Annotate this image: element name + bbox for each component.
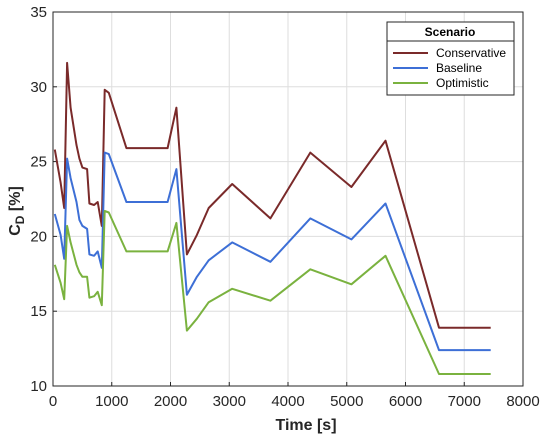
y-tick-label: 30 (30, 79, 47, 96)
y-axis-tick-labels: 10 15 20 25 30 35 (30, 4, 47, 395)
legend-label-baseline: Baseline (436, 61, 482, 75)
series-lines (53, 61, 491, 375)
y-tick-label: 10 (30, 378, 47, 395)
x-tick-label: 0 (49, 393, 57, 410)
series-line-conservative (53, 61, 491, 329)
legend-title: Scenario (425, 25, 476, 39)
plot-area-frame (52, 11, 524, 387)
y-axis-title-unit: [%] (7, 186, 24, 215)
x-axis-tick-labels: 0 1000 2000 3000 4000 5000 6000 7000 8000 (49, 393, 540, 410)
y-axis-title: CD [%] (7, 186, 27, 236)
series-line-baseline (53, 151, 491, 352)
x-axis-title: Time [s] (275, 417, 336, 434)
y-tick-label: 25 (30, 154, 47, 171)
series-line-optimistic (53, 210, 491, 375)
y-tick-label: 15 (30, 303, 47, 320)
x-tick-label: 1000 (95, 393, 128, 410)
x-tick-label: 4000 (271, 393, 304, 410)
y-tick-label: 20 (30, 228, 47, 245)
x-tick-label: 2000 (154, 393, 187, 410)
x-tick-label: 3000 (213, 393, 246, 410)
y-tick-label: 35 (30, 4, 47, 21)
x-tick-label: 6000 (389, 393, 422, 410)
x-tick-label: 8000 (506, 393, 539, 410)
y-axis-title-main: C (7, 224, 24, 236)
y-axis-title-subscript: D (13, 215, 27, 224)
x-tick-label: 5000 (330, 393, 363, 410)
x-tick-label: 7000 (448, 393, 481, 410)
legend-label-optimistic: Optimistic (436, 76, 489, 90)
legend-label-conservative: Conservative (436, 46, 506, 60)
